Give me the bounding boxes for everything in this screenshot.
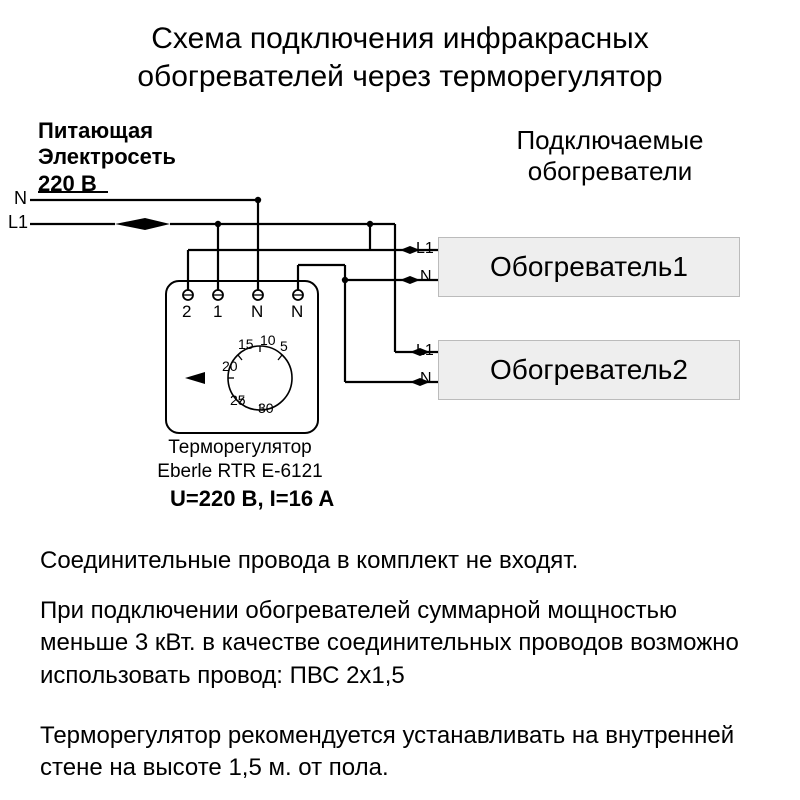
wiring-diagram [0, 0, 800, 800]
